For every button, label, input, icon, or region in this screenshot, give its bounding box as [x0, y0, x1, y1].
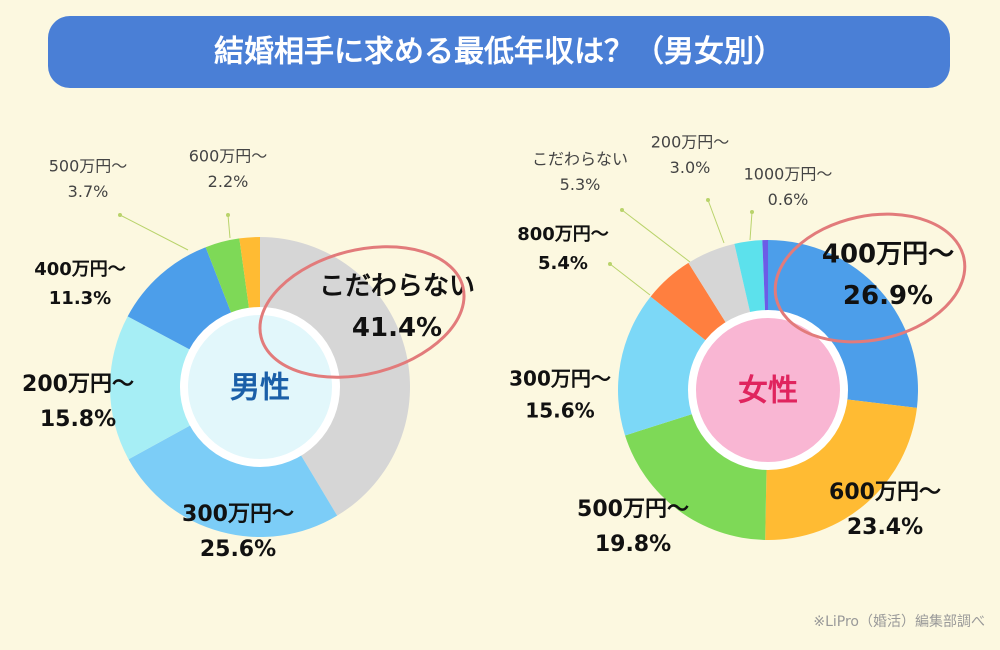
leader-dot — [620, 208, 624, 212]
leader-dot — [608, 262, 612, 266]
slice-category-label: 400万円～ — [822, 240, 954, 270]
slice-category-label: こだわらない — [319, 272, 475, 302]
slice-value-label: 23.4% — [847, 515, 923, 540]
source: ※LiPro（婚活）編集部調べ — [813, 613, 985, 630]
leader-dot — [118, 213, 122, 217]
slice-value-label: 0.6% — [768, 190, 809, 209]
leader-dot — [706, 198, 710, 202]
slice-value-label: 19.8% — [595, 532, 671, 557]
slice — [128, 424, 338, 538]
leader-line — [227, 214, 231, 239]
slice-value-label: 2.2% — [208, 172, 249, 191]
center-circle — [180, 307, 340, 467]
title: 結婚相手に求める最低年収は？（男女別） — [214, 35, 784, 70]
slice-value-label: 11.3% — [49, 288, 111, 309]
slice-value-label: 3.0% — [670, 158, 711, 177]
slice-value-label: 15.6% — [525, 399, 594, 423]
slice-value-label: 25.6% — [200, 537, 276, 562]
slice-category-label: 300万円～ — [182, 502, 294, 527]
slice — [768, 240, 919, 408]
leader-line — [609, 263, 651, 296]
leader-line — [707, 199, 725, 244]
slice-category-label: 300万円～ — [509, 367, 611, 391]
slice-category-label: 400万円～ — [34, 259, 126, 280]
slice-category-label: 200万円～ — [651, 133, 730, 152]
leader-dot — [750, 210, 754, 214]
slice-value-label: 5.3% — [560, 175, 601, 194]
slice — [127, 247, 232, 351]
slice-category-label: 600万円～ — [829, 480, 941, 505]
slice — [239, 237, 260, 310]
slice-category-label: 500万円～ — [577, 497, 689, 522]
slice — [625, 413, 767, 540]
slice — [260, 237, 411, 516]
slice — [205, 238, 250, 315]
slice — [734, 240, 766, 314]
slice-category-label: 200万円～ — [22, 372, 134, 397]
leader-dot — [226, 213, 230, 217]
highlight-circle — [258, 245, 466, 379]
slice-value-label: 5.4% — [538, 253, 588, 274]
slice-category-label: 800万円～ — [517, 224, 609, 245]
slice-category-label: 500万円～ — [49, 157, 128, 176]
highlight-circle — [773, 212, 967, 344]
slice — [650, 262, 727, 342]
slice-category-label: 600万円～ — [189, 147, 268, 166]
center-circle — [688, 310, 848, 470]
slice — [110, 316, 192, 460]
slice — [617, 296, 707, 436]
slice-category-label: こだわらない — [532, 150, 628, 169]
slice-value-label: 15.8% — [40, 407, 116, 432]
center-label: 男性 — [230, 371, 290, 406]
leader-line — [119, 214, 189, 251]
slice — [762, 240, 768, 313]
charts: 男性 こだわらない 41.4% 300万円～ 25.6% 200万円～ 15.8% 400万円… — [22, 133, 954, 563]
slice — [765, 399, 917, 540]
slice-category-label: 1000万円～ — [744, 165, 833, 184]
slice-value-label: 3.7% — [68, 182, 109, 201]
slice-value-label: 41.4% — [352, 313, 442, 343]
title-banner — [48, 16, 950, 88]
slice — [688, 243, 751, 324]
slice-value-label: 26.9% — [843, 281, 933, 311]
center-label: 女性 — [738, 374, 798, 409]
leader-line — [621, 209, 691, 263]
leader-line — [749, 211, 753, 241]
